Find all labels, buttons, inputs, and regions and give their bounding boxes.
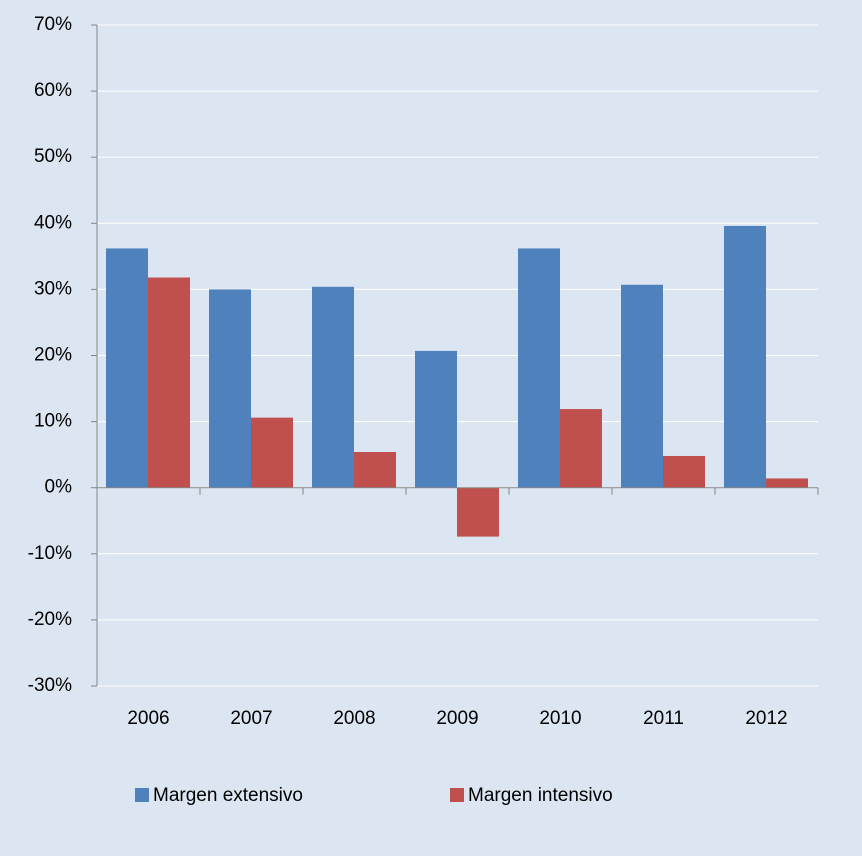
y-tick-label: 20% xyxy=(34,345,72,366)
bar xyxy=(251,417,293,488)
x-tick-label: 2008 xyxy=(333,708,375,729)
legend-swatch xyxy=(450,788,464,802)
y-tick-label: 30% xyxy=(34,278,72,299)
x-tick-label: 2007 xyxy=(230,708,272,729)
bar xyxy=(312,286,354,488)
y-tick-label: -30% xyxy=(28,675,72,696)
bar xyxy=(415,350,457,488)
y-tick-label: 60% xyxy=(34,80,72,101)
bar xyxy=(209,289,251,488)
x-tick-label: 2009 xyxy=(436,708,478,729)
bar xyxy=(724,225,766,488)
y-tick-label: 50% xyxy=(34,146,72,167)
legend-label: Margen intensivo xyxy=(468,785,613,806)
bar xyxy=(148,277,190,488)
x-tick-label: 2011 xyxy=(643,708,684,729)
bar xyxy=(663,455,705,488)
bar xyxy=(621,284,663,488)
bar xyxy=(518,248,560,488)
y-tick-label: 10% xyxy=(34,411,72,432)
y-tick-label: 40% xyxy=(34,212,72,233)
y-tick-label: -10% xyxy=(28,543,72,564)
x-tick-label: 2010 xyxy=(539,708,581,729)
bar xyxy=(766,478,808,488)
bar xyxy=(560,409,602,488)
legend-label: Margen extensivo xyxy=(153,785,303,806)
bar xyxy=(106,248,148,488)
y-tick-label: 0% xyxy=(45,477,73,498)
legend-swatch xyxy=(135,788,149,802)
x-tick-label: 2012 xyxy=(745,708,787,729)
y-tick-label: 70% xyxy=(34,14,72,35)
x-tick-label: 2006 xyxy=(127,708,169,729)
bar xyxy=(354,452,396,488)
y-tick-label: -20% xyxy=(28,609,72,630)
bar xyxy=(457,487,499,537)
